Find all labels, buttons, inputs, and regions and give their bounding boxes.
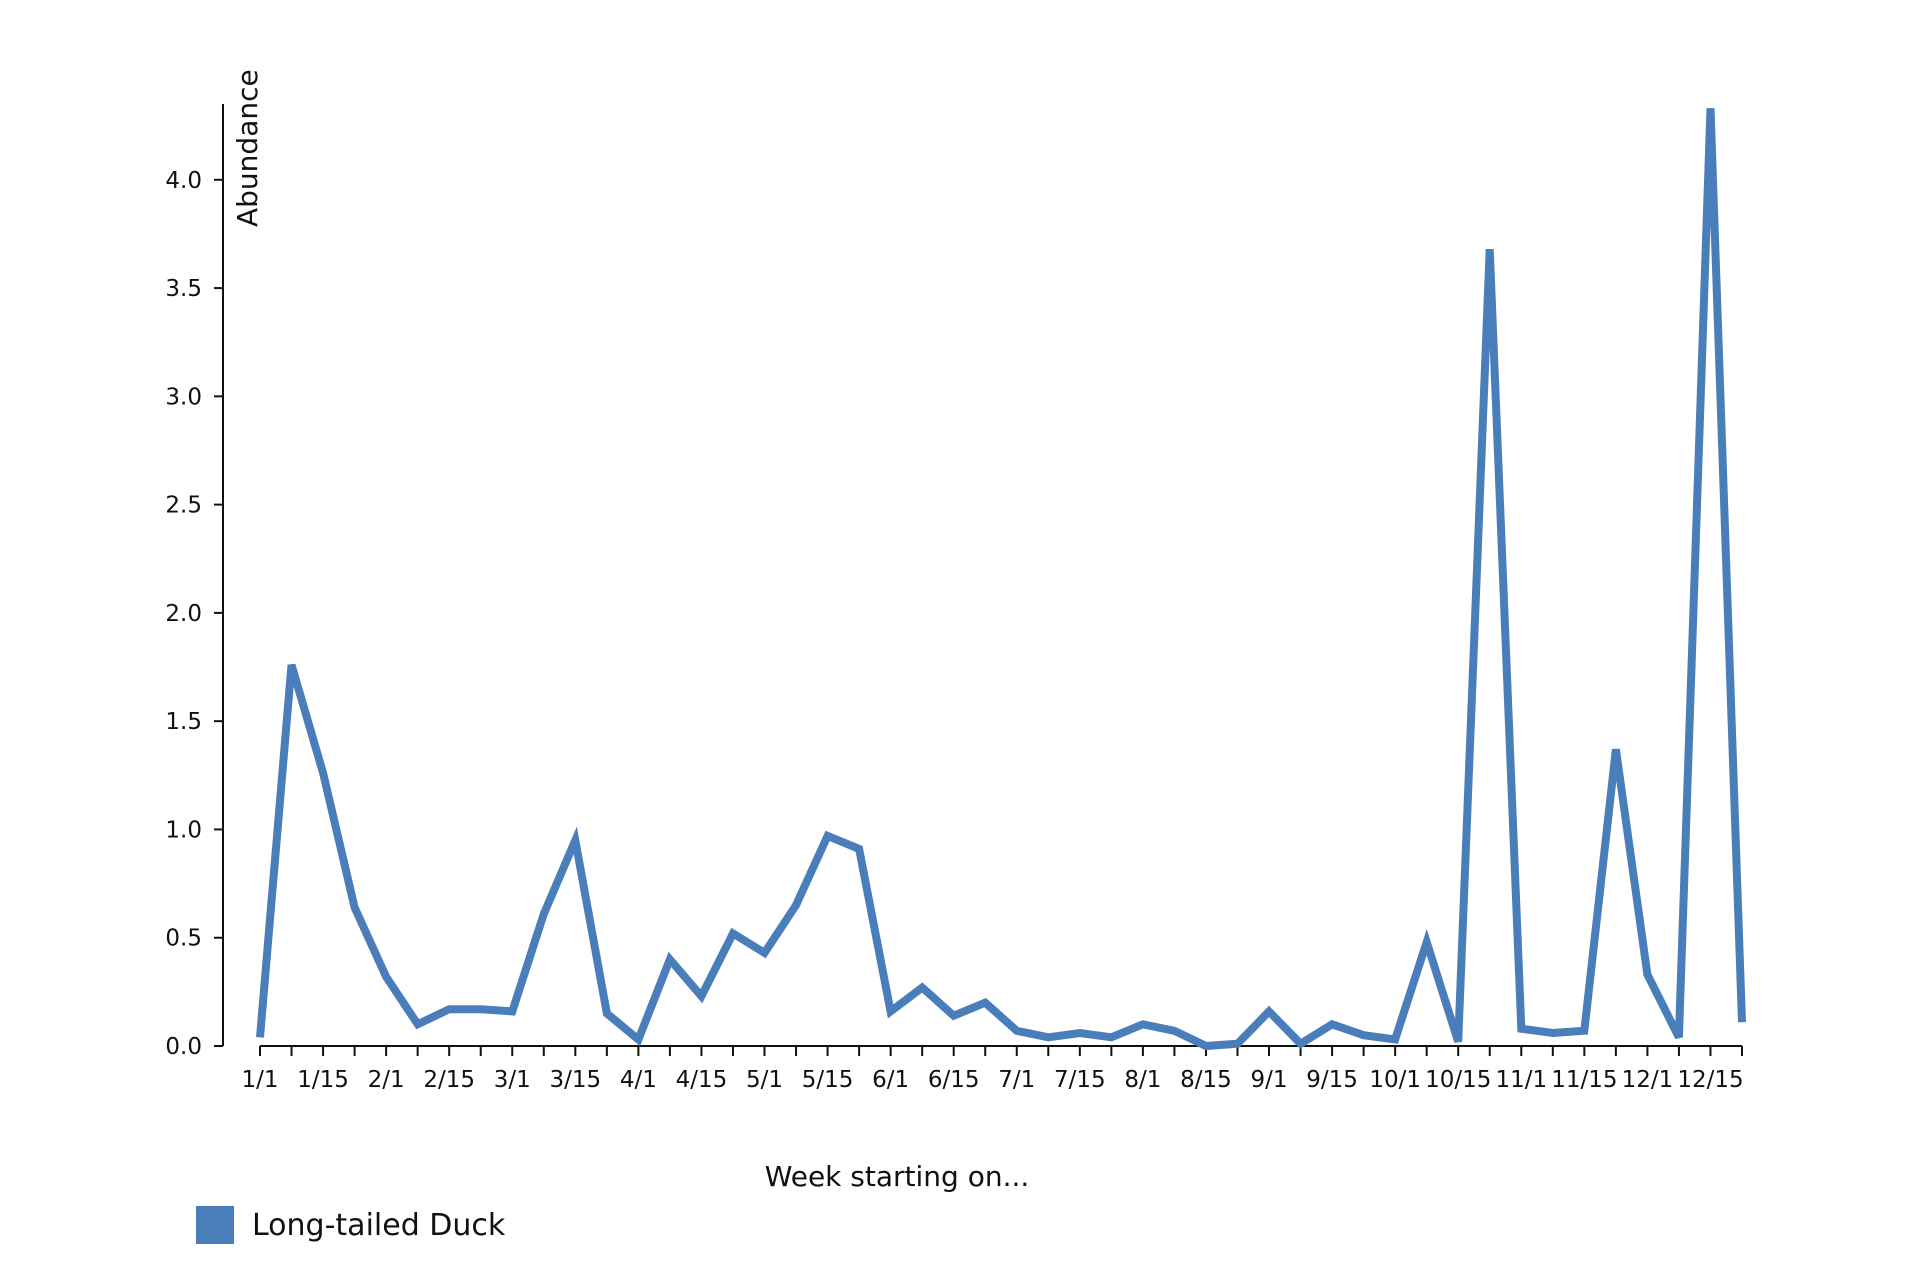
x-tick-label: 6/15 <box>928 1067 980 1093</box>
x-tick-label: 10/1 <box>1369 1067 1421 1093</box>
x-tick-label: 5/1 <box>746 1067 783 1093</box>
legend: Long-tailed Duck <box>196 1206 505 1244</box>
y-tick-label: 3.5 <box>165 276 202 302</box>
x-tick-label: 11/15 <box>1551 1067 1617 1093</box>
y-tick-label: 2.5 <box>165 493 202 519</box>
x-tick-label: 8/1 <box>1124 1067 1161 1093</box>
x-tick-label: 7/1 <box>998 1067 1035 1093</box>
x-tick-label: 10/15 <box>1425 1067 1491 1093</box>
legend-swatch <box>196 1206 234 1244</box>
x-tick-label: 5/15 <box>802 1067 854 1093</box>
x-tick-label: 12/1 <box>1622 1067 1674 1093</box>
x-tick-label: 2/1 <box>368 1067 405 1093</box>
x-tick-label: 4/1 <box>620 1067 657 1093</box>
x-axis: 1/1 1/15 2/1 2/15 3/1 3/15 4/1 4/15 5/1 5/15 6/1 6/… <box>241 1045 1744 1093</box>
x-tick-label: 7/15 <box>1054 1067 1106 1093</box>
y-tick-label: 1.0 <box>165 817 202 843</box>
y-tick-label: 2.0 <box>165 601 202 627</box>
x-tick-label: 12/15 <box>1677 1067 1743 1093</box>
series-line <box>256 108 1746 1051</box>
x-tick-label: 6/1 <box>872 1067 909 1093</box>
y-tick-label: 0.0 <box>165 1034 202 1060</box>
y-axis: 0.0 0.5 1.0 1.5 2.0 2.5 3.0 3.5 4.0 <box>165 104 224 1060</box>
x-tick-label: 11/1 <box>1495 1067 1547 1093</box>
x-tick-label: 9/15 <box>1306 1067 1358 1093</box>
x-axis-title: Week starting on... <box>765 1160 1030 1193</box>
x-tick-label: 4/15 <box>676 1067 728 1093</box>
x-tick-label: 3/1 <box>494 1067 531 1093</box>
x-tick-label: 1/15 <box>297 1067 349 1093</box>
y-tick-label: 4.0 <box>165 168 202 194</box>
x-tick-label: 8/15 <box>1180 1067 1232 1093</box>
x-tick-label: 1/1 <box>241 1067 278 1093</box>
x-tick-label: 9/1 <box>1251 1067 1288 1093</box>
y-tick-label: 1.5 <box>165 709 202 735</box>
y-axis-title: Abundance <box>231 69 264 227</box>
y-tick-label: 3.0 <box>165 384 202 410</box>
plot-area <box>256 108 1746 1051</box>
legend-label: Long-tailed Duck <box>252 1207 506 1243</box>
y-tick-label: 0.5 <box>165 926 202 952</box>
x-tick-label: 3/15 <box>549 1067 601 1093</box>
x-tick-label: 2/15 <box>423 1067 475 1093</box>
